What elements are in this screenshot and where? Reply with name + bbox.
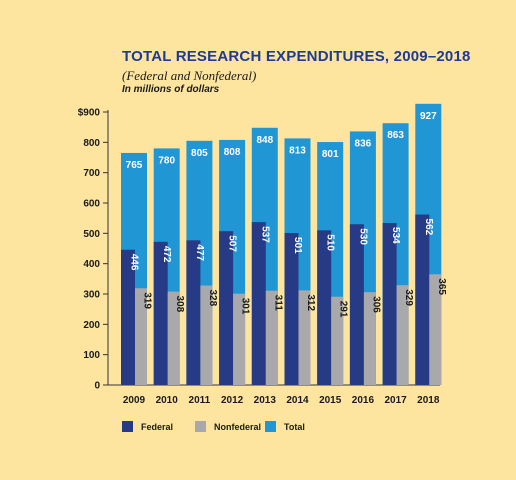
data-label-federal: 477 xyxy=(194,244,205,261)
data-label-total: 813 xyxy=(289,145,306,156)
data-label-federal: 562 xyxy=(423,219,434,236)
chart-subtitle: (Federal and Nonfederal) xyxy=(122,68,257,83)
y-tick-label: 700 xyxy=(83,168,100,179)
bar-nonfederal xyxy=(135,288,147,385)
chart-title: TOTAL RESEARCH EXPENDITURES, 2009–2018 xyxy=(122,48,471,65)
chart-units-label: In millions of dollars xyxy=(122,84,220,95)
data-label-federal: 510 xyxy=(325,234,336,251)
x-tick-label: 2014 xyxy=(286,395,309,406)
data-label-nonfederal: 301 xyxy=(240,298,251,315)
data-label-nonfederal: 319 xyxy=(142,292,153,309)
x-tick-label: 2010 xyxy=(156,395,179,406)
data-label-federal: 472 xyxy=(161,246,172,263)
x-tick-label: 2011 xyxy=(189,395,211,406)
legend-label-federal: Federal xyxy=(141,421,174,432)
data-label-total: 808 xyxy=(224,147,241,158)
data-label-nonfederal: 308 xyxy=(174,296,185,313)
data-label-total: 780 xyxy=(158,155,175,166)
y-tick-label: 600 xyxy=(83,199,100,210)
bar-federal xyxy=(382,223,397,385)
y-tick-label: 300 xyxy=(83,290,100,301)
x-tick-label: 2012 xyxy=(221,395,244,406)
bar-nonfederal xyxy=(331,296,344,385)
legend-label-total: Total xyxy=(284,421,305,432)
data-label-federal: 534 xyxy=(390,227,401,244)
x-tick-label: 2013 xyxy=(254,395,277,406)
x-tick-label: 2016 xyxy=(352,395,375,406)
data-label-nonfederal: 311 xyxy=(272,295,283,312)
y-tick-label: 800 xyxy=(83,138,100,149)
x-tick-label: 2018 xyxy=(417,395,440,406)
data-label-nonfederal: 312 xyxy=(305,294,316,311)
data-label-total: 927 xyxy=(420,111,437,122)
x-tick-label: 2009 xyxy=(123,395,146,406)
bar-nonfederal xyxy=(429,274,442,385)
bar-nonfederal xyxy=(265,290,278,385)
y-tick-label: 0 xyxy=(94,381,100,392)
bar-nonfederal xyxy=(396,285,409,385)
data-label-federal: 501 xyxy=(292,237,303,254)
data-label-federal: 537 xyxy=(259,226,270,243)
bar-federal xyxy=(415,214,430,385)
x-tick-label: 2015 xyxy=(319,395,342,406)
legend-swatch-federal xyxy=(122,421,133,432)
bar-nonfederal xyxy=(167,291,180,385)
y-tick-label: 100 xyxy=(83,350,100,361)
legend-item-federal: Federal xyxy=(122,421,173,432)
data-label-nonfederal: 365 xyxy=(436,278,447,295)
bar-federal xyxy=(284,233,299,385)
data-label-nonfederal: 329 xyxy=(403,289,414,306)
data-label-total: 848 xyxy=(256,135,273,146)
bar-federal xyxy=(219,231,234,385)
legend-item-total: Total xyxy=(265,421,305,432)
bar-federal xyxy=(349,224,364,385)
bar-federal xyxy=(317,230,332,385)
y-tick-label: 200 xyxy=(83,320,100,331)
data-label-federal: 507 xyxy=(227,235,238,252)
x-tick-label: 2017 xyxy=(384,395,407,406)
y-tick-label: $900 xyxy=(78,108,101,119)
legend-swatch-nonfederal xyxy=(195,421,206,432)
data-label-nonfederal: 291 xyxy=(338,301,349,318)
y-tick-label: 500 xyxy=(83,229,100,240)
bar-federal xyxy=(186,240,201,385)
bar-federal xyxy=(153,241,168,385)
data-label-nonfederal: 306 xyxy=(370,296,381,313)
bar-federal xyxy=(121,249,135,385)
bar-federal xyxy=(251,222,266,385)
data-label-total: 765 xyxy=(126,160,143,171)
data-label-total: 836 xyxy=(355,138,372,149)
data-label-total: 801 xyxy=(322,149,339,160)
legend-swatch-total xyxy=(265,421,276,432)
y-tick-label: 400 xyxy=(83,259,100,270)
data-label-federal: 530 xyxy=(357,228,368,245)
bar-nonfederal xyxy=(233,293,246,385)
legend-label-nonfederal: Nonfederal xyxy=(214,421,262,432)
bar-nonfederal xyxy=(298,290,311,385)
data-label-total: 805 xyxy=(191,148,208,159)
bar-nonfederal xyxy=(363,292,376,385)
data-label-federal: 446 xyxy=(129,254,140,271)
legend-item-nonfederal: Nonfederal xyxy=(195,421,261,432)
data-label-nonfederal: 328 xyxy=(207,290,218,307)
data-label-total: 863 xyxy=(387,130,404,141)
bar-nonfederal xyxy=(200,285,213,385)
